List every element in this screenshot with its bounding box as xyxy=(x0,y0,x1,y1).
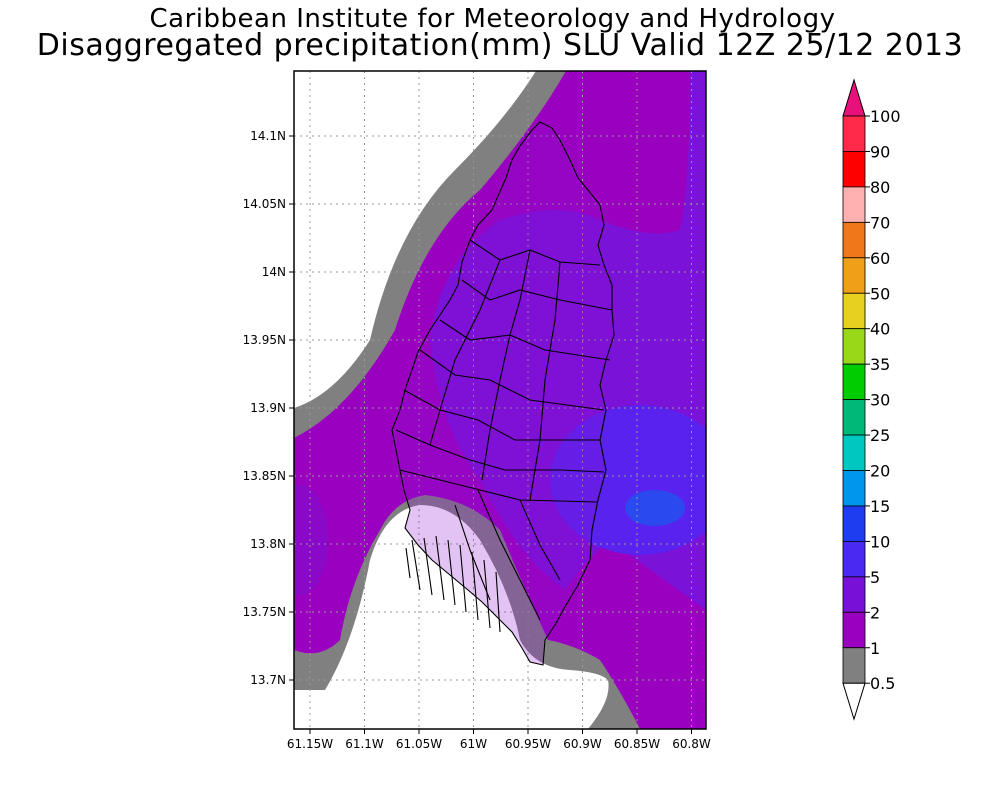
lon-tick-label: 61.15W xyxy=(287,737,333,751)
lat-tick-label: 13.75N xyxy=(243,605,286,619)
gridlines xyxy=(294,71,706,729)
lon-tick-label: 60.9W xyxy=(563,737,602,751)
colorbar-label: 25 xyxy=(870,426,890,445)
colorbar-segment xyxy=(842,434,866,471)
colorbar-top-arrow xyxy=(842,78,866,117)
colorbar-segment xyxy=(842,647,866,684)
lat-tick-label: 13.8N xyxy=(250,537,286,551)
colorbar-segment xyxy=(842,328,866,365)
watershed-lines xyxy=(395,239,613,621)
lat-tick-label: 13.85N xyxy=(243,469,286,483)
colorbar-segment xyxy=(842,505,866,542)
colorbar-label: 40 xyxy=(870,320,890,339)
colorbar-segment xyxy=(842,186,866,223)
colorbar-label: 20 xyxy=(870,462,890,481)
title-line-2: Disaggregated precipitation(mm) SLU Vali… xyxy=(36,28,964,63)
colorbar-segment xyxy=(842,576,866,613)
plot-frame xyxy=(293,70,707,730)
colorbar-segment xyxy=(842,541,866,578)
colorbar-segment xyxy=(842,611,866,649)
island-outline xyxy=(391,121,615,666)
colorbar-segment xyxy=(842,115,866,152)
colorbar-segment xyxy=(842,470,866,507)
colorbar-segment xyxy=(842,257,866,294)
lon-tick-label: 60.85W xyxy=(614,737,660,751)
coastline xyxy=(391,121,615,666)
colorbar-segment xyxy=(842,292,866,330)
colorbar-label: 100 xyxy=(870,107,901,126)
lat-tick-label: 13.7N xyxy=(250,673,286,687)
field-blue xyxy=(625,490,685,526)
longitude-axis: 61.15W 61.1W 61.05W 61W 60.95W 60.9W 60.85W 60.… xyxy=(287,729,711,751)
colorbar-segment xyxy=(842,151,866,188)
lat-tick-label: 14N xyxy=(262,265,286,279)
colorbar-segment xyxy=(842,399,866,436)
colorbar-label: 10 xyxy=(870,532,890,551)
colorbar-segment xyxy=(842,221,866,259)
colorbar-label: 30 xyxy=(870,391,890,410)
colorbar-label: 2 xyxy=(870,603,880,622)
colorbar-label: 60 xyxy=(870,249,890,268)
lon-tick-label: 61W xyxy=(460,737,487,751)
colorbar-label: 50 xyxy=(870,284,890,303)
colorbar-label: 0.5 xyxy=(870,674,895,693)
lat-tick-label: 14.05N xyxy=(243,197,286,211)
colorbar-label: 90 xyxy=(870,142,890,161)
lon-tick-label: 61.05W xyxy=(396,737,442,751)
latitude-axis: 14.1N 14.05N 14N 13.95N 13.9N 13.85N 13.8N 13.7… xyxy=(243,129,294,687)
colorbar-label: 1 xyxy=(870,639,880,658)
colorbar-label: 5 xyxy=(870,568,880,587)
lon-tick-label: 61.1W xyxy=(345,737,384,751)
colorbar-segment xyxy=(842,363,866,400)
colorbar-label: 70 xyxy=(870,213,890,232)
lon-tick-label: 60.95W xyxy=(505,737,551,751)
title-line-1: Caribbean Institute for Meteorology and … xyxy=(149,4,836,34)
colorbar: 100 90 80 70 60 50 40 35 30 25 20 15 10 5 2 1 0.5 xyxy=(842,78,901,721)
colorbar-label: 35 xyxy=(870,355,890,374)
lon-tick-label: 60.8W xyxy=(672,737,711,751)
lat-tick-label: 13.9N xyxy=(250,401,286,415)
colorbar-label: 15 xyxy=(870,497,890,516)
field-west-bulge xyxy=(294,485,328,595)
southwest-hatching xyxy=(405,535,501,633)
colorbar-label: 80 xyxy=(870,178,890,197)
lat-tick-label: 13.95N xyxy=(243,333,286,347)
colorbar-bottom-arrow xyxy=(842,682,866,721)
precip-field xyxy=(294,71,706,729)
lat-tick-label: 14.1N xyxy=(250,129,286,143)
